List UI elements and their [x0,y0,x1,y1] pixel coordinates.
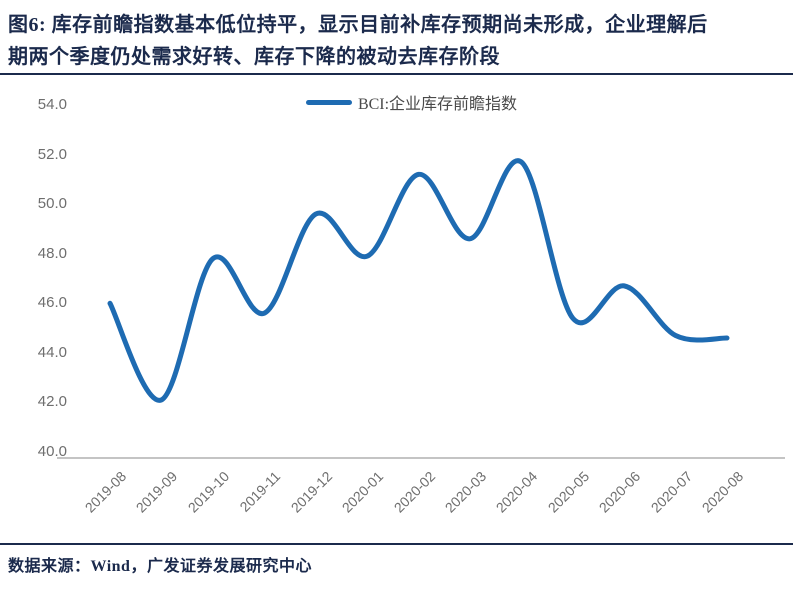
figure-title-line2: 期两个季度仍处需求好转、库存下降的被动去库存阶段 [8,46,500,68]
x-tick-label: 2020-04 [493,468,541,516]
y-tick-label: 44.0 [37,343,67,361]
x-tick-label: 2019-10 [184,468,233,516]
x-tick-label: 2019-11 [236,468,284,515]
y-tick-label: 46.0 [37,294,67,312]
source-note: 数据来源：Wind，广发证券发展研究中心 [8,558,312,575]
x-tick-label: 2020-03 [441,468,490,516]
x-tick-label: 2020-08 [698,468,747,516]
x-tick-label: 2020-01 [338,468,387,516]
x-tick-label: 2020-05 [544,468,593,516]
y-tick-label: 50.0 [37,195,67,213]
x-tick-label: 2020-07 [647,468,695,516]
x-tick-label: 2019-08 [81,468,130,516]
x-tick-label: 2020-02 [390,468,438,516]
y-tick-label: 40.0 [37,443,67,460]
bci-series-line [107,158,730,403]
y-tick-label: 54.0 [37,96,67,113]
y-tick-label: 42.0 [37,393,67,411]
y-tick-label: 52.0 [37,145,67,163]
x-tick-label: 2019-12 [287,468,335,516]
legend-label: BCI:企业库存前瞻指数 [357,96,518,113]
x-tick-label: 2020-06 [595,468,644,516]
x-tick-label: 2019-09 [133,468,181,516]
figure-title-line1: 图6: 库存前瞻指数基本低位持平，显示目前补库存预期尚未形成，企业理解后 [8,14,708,36]
legend: BCI:企业库存前瞻指数 [30,93,793,113]
source-note-block: 数据来源：Wind，广发证券发展研究中心 [0,543,793,576]
y-tick-label: 48.0 [37,244,67,262]
figure-title: 图6: 库存前瞻指数基本低位持平，显示目前补库存预期尚未形成，企业理解后 期两个… [0,0,793,75]
legend-line-swatch [305,99,352,105]
x-axis-line [57,457,785,459]
